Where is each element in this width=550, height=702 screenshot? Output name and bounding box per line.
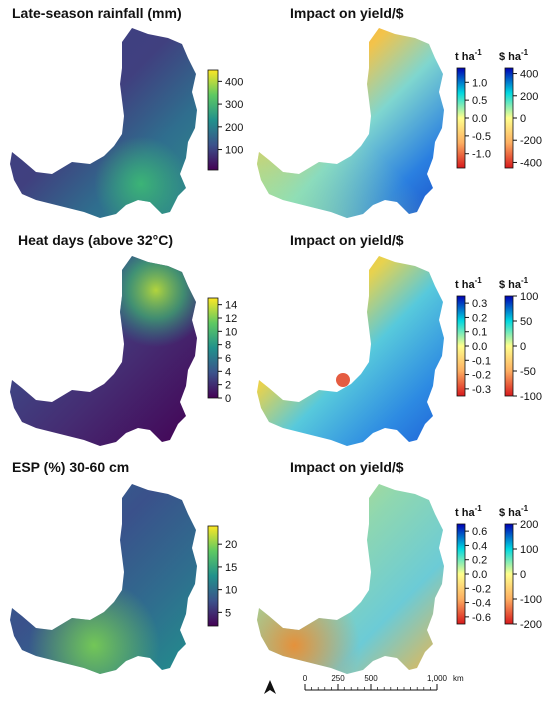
legend-right-1-tick-label-2: 0 [520, 113, 526, 125]
legend-2-tick-label-0: 14 [225, 300, 237, 312]
legend-left-5-tick-label-6: -0.6 [472, 612, 491, 624]
panel-title-rainfall: Late-season rainfall (mm) [12, 5, 182, 21]
legend-left-3-tick-label-2: 0.1 [472, 327, 487, 339]
legend-unit-right-3: $ ha-1 [499, 276, 529, 291]
legend-unit-left-3: t ha-1 [455, 276, 482, 291]
legend-left-3-tick-label-0: 0.3 [472, 298, 487, 310]
scale-bar-label-2: 500 [364, 674, 378, 683]
panel-title-rainfall-impact: Impact on yield/$ [290, 5, 404, 21]
panel-title-esp-impact: Impact on yield/$ [290, 459, 404, 475]
legend-4: 20 15 10 5 [207, 525, 237, 627]
scale-bar-label-1: 250 [331, 674, 345, 683]
legend-left-3-tick-label-1: 0.2 [472, 312, 487, 324]
legend-right-1-tick-label-1: 200 [520, 91, 538, 103]
panel-title-heat-impact: Impact on yield/$ [290, 232, 404, 248]
legend-0-tick-label-3: 100 [225, 145, 243, 157]
legend-1: 1.0 0.5 0.0 -0.5 -1.0 400 200 0 -200 -400 t ha-1 $ … [455, 48, 542, 169]
legend-colorbar-2 [207, 297, 219, 399]
legend-left-5-tick-label-4: -0.2 [472, 583, 491, 595]
panel-title-heat-days: Heat days (above 32°C) [18, 232, 173, 248]
legend-4-tick-label-2: 10 [225, 585, 237, 597]
legend-right-5-tick-label-2: 0 [520, 569, 526, 581]
scale-bar-label-0: 0 [303, 674, 308, 683]
legend-colorbar-0 [207, 69, 219, 171]
legend-right-5-tick-label-0: 200 [520, 519, 538, 531]
legend-2-tick-label-3: 8 [225, 340, 231, 352]
legend-unit-right-1: $ ha-1 [499, 48, 529, 63]
legend-unit-right-5: $ ha-1 [499, 504, 529, 519]
legend-right-3-tick-label-2: 0 [520, 341, 526, 353]
legend-2-tick-label-5: 4 [225, 366, 231, 378]
legend-right-3-tick-label-3: -50 [520, 366, 536, 378]
legend-right-1-tick-label-4: -400 [520, 157, 542, 169]
legend-unit-left-1: t ha-1 [455, 48, 482, 63]
legend-5: 0.6 0.4 0.2 0.0 -0.2 -0.4 -0.6 200 100 0 -100 -200 t… [455, 504, 542, 631]
legend-left-5-tick-label-0: 0.6 [472, 526, 487, 538]
legend-colorbar-right-3 [504, 295, 514, 397]
legend-left-3-tick-label-4: -0.1 [472, 355, 491, 367]
legend-colorbar-4 [207, 525, 219, 627]
legend-colorbar-left-3 [456, 295, 466, 397]
legend-left-1-tick-label-1: 0.5 [472, 95, 487, 107]
legend-colorbar-right-5 [504, 523, 514, 625]
map-heat-impact [257, 256, 444, 446]
legend-2-tick-label-7: 0 [225, 393, 231, 405]
legend-left-5-tick-label-2: 0.2 [472, 555, 487, 567]
legend-right-3-tick-label-1: 50 [520, 316, 532, 328]
legend-left-1-tick-label-0: 1.0 [472, 77, 487, 89]
legend-2-tick-label-6: 2 [225, 380, 231, 392]
legend-colorbar-left-5 [456, 523, 466, 625]
legend-2-tick-label-2: 10 [225, 326, 237, 338]
legend-colorbar-left-1 [456, 67, 466, 169]
legend-0-tick-label-1: 300 [225, 99, 243, 111]
legend-0-tick-label-0: 400 [225, 76, 243, 88]
legend-right-1-tick-label-0: 400 [520, 69, 538, 81]
legend-left-5-tick-label-1: 0.4 [472, 540, 487, 552]
legend-right-5-tick-label-4: -200 [520, 619, 542, 631]
legend-left-3-tick-label-5: -0.2 [472, 370, 491, 382]
legend-0: 400 300 200 100 [207, 69, 243, 171]
scale-bar-label-3: 1,000 [427, 674, 448, 683]
legend-left-5-tick-label-3: 0.0 [472, 569, 487, 581]
legend-3: 0.3 0.2 0.1 0.0 -0.1 -0.2 -0.3 100 50 0 -50 -100 t h… [455, 276, 542, 403]
legend-right-3-tick-label-0: 100 [520, 291, 538, 303]
legend-2-tick-label-1: 12 [225, 313, 237, 325]
legend-right-5-tick-label-3: -100 [520, 594, 542, 606]
north-arrow-icon [264, 680, 276, 694]
legend-unit-left-5: t ha-1 [455, 504, 482, 519]
legend-left-1-tick-label-3: -0.5 [472, 131, 491, 143]
legend-left-5-tick-label-5: -0.4 [472, 598, 491, 610]
legend-left-3-tick-label-3: 0.0 [472, 341, 487, 353]
legend-4-tick-label-1: 15 [225, 562, 237, 574]
scale-bar-unit: km [453, 674, 464, 683]
legend-left-1-tick-label-2: 0.0 [472, 113, 487, 125]
scale-bar: 0 250 500 1,000 km [303, 674, 464, 691]
legend-left-1-tick-label-4: -1.0 [472, 149, 491, 161]
panel-title-esp: ESP (%) 30-60 cm [12, 459, 130, 475]
legend-left-3-tick-label-6: -0.3 [472, 384, 491, 396]
legend-2-tick-label-4: 6 [225, 353, 231, 365]
legend-right-1-tick-label-3: -200 [520, 135, 542, 147]
legend-right-3-tick-label-4: -100 [520, 391, 542, 403]
legend-4-tick-label-3: 5 [225, 607, 231, 619]
legend-0-tick-label-2: 200 [225, 122, 243, 134]
legend-colorbar-right-1 [504, 67, 514, 169]
legend-right-5-tick-label-1: 100 [520, 544, 538, 556]
legend-4-tick-label-0: 20 [225, 539, 237, 551]
